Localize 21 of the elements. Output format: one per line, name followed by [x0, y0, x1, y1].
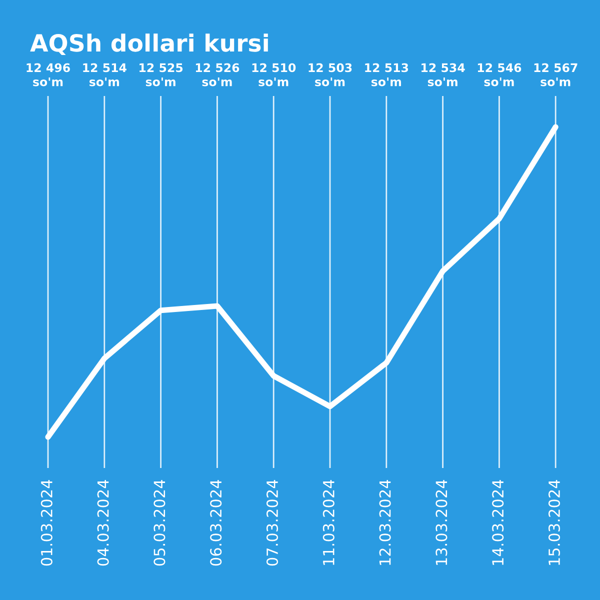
data-label: 12 526 so'm [196, 63, 240, 86]
x-tick-label: 04.03.2024 [97, 480, 109, 566]
x-tick-label: 14.03.2024 [492, 480, 504, 565]
x-tick-label: 11.03.2024 [322, 480, 334, 565]
data-label: 12 513 so'm [365, 63, 408, 86]
data-label: 12 514 so'm [83, 63, 126, 86]
x-tick-label: 12.03.2024 [379, 480, 391, 565]
data-label: 12 567 so'm [534, 63, 578, 86]
x-tick-label: 07.03.2024 [266, 480, 278, 566]
data-label: 12 503 so'm [308, 63, 352, 86]
x-tick-label: 13.03.2024 [436, 480, 448, 565]
data-label: 12 525 so'm [140, 63, 183, 86]
x-tick-label: 06.03.2024 [210, 480, 222, 566]
x-tick-label: 15.03.2024 [548, 480, 560, 565]
data-label: 12 510 so'm [252, 63, 296, 86]
x-tick-label: 05.03.2024 [154, 480, 166, 566]
chart-title: AQSh dollari kursi [30, 34, 268, 55]
data-label: 12 496 so'm [26, 63, 70, 86]
data-label: 12 534 so'm [422, 63, 465, 86]
x-tick-label: 01.03.2024 [40, 480, 52, 566]
data-label: 12 546 so'm [478, 63, 522, 86]
